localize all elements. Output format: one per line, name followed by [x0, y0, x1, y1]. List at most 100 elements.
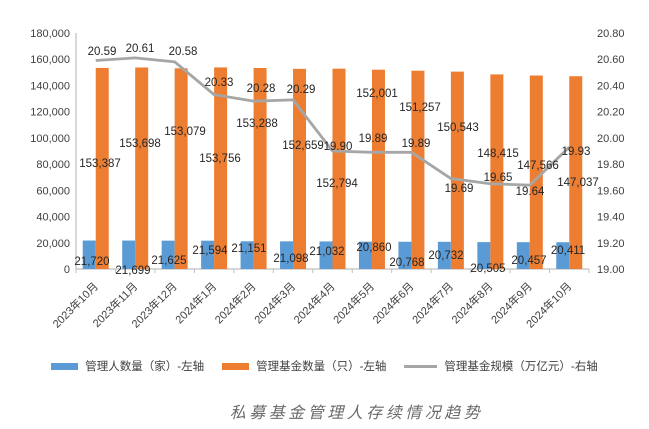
manager-count-bar: [358, 241, 372, 269]
data-label: 153,387: [79, 158, 121, 170]
category-label: 2024年7月: [409, 279, 456, 326]
data-label: 20.29: [287, 84, 316, 96]
fund-count-bar: [411, 70, 425, 269]
left-axis-tick-label: 160,000: [30, 54, 70, 66]
legend-swatch-manager-count: [51, 362, 79, 370]
data-label: 21,098: [273, 253, 308, 265]
fund-count-bar: [332, 68, 346, 269]
right-axis-tick-label: 19.00: [597, 264, 625, 276]
right-axis-tick-label: 20.00: [597, 133, 625, 145]
legend-item-fund-scale: 管理基金规模（万亿元）-右轴: [404, 358, 598, 374]
category-label: 2024年6月: [369, 279, 416, 326]
manager-count-bar: [161, 240, 175, 269]
right-axis-tick-label: 20.80: [597, 28, 625, 40]
data-label: 21,594: [192, 245, 228, 257]
data-label: 19.64: [516, 186, 545, 198]
data-label: 151,257: [399, 102, 441, 114]
data-label: 153,756: [199, 153, 241, 165]
fund-count-bar: [214, 67, 228, 269]
manager-count-bar: [280, 241, 294, 269]
left-axis-tick-label: 40,000: [36, 212, 70, 224]
chart-legend: 管理人数量（家）-左轴 管理基金数量（只）-左轴 管理基金规模（万亿元）-右轴: [0, 358, 649, 374]
category-label: 2024年3月: [251, 279, 298, 326]
manager-count-bar: [82, 240, 96, 269]
data-label: 19.69: [445, 183, 474, 195]
right-axis-tick-label: 19.40: [597, 212, 625, 224]
data-label: 19.89: [402, 138, 431, 150]
manager-count-bar: [437, 241, 451, 269]
legend-swatch-fund-count: [222, 362, 250, 370]
fund-count-bar: [450, 71, 464, 269]
data-label: 153,288: [236, 118, 278, 130]
fund-count-bar: [529, 75, 543, 270]
data-label: 152,659: [282, 140, 324, 152]
legend-swatch-fund-scale: [404, 364, 438, 368]
left-axis-tick-label: 20,000: [36, 238, 70, 250]
fund-count-bar: [371, 69, 385, 269]
manager-count-bar: [398, 241, 412, 269]
category-label: 2024年4月: [291, 279, 338, 326]
data-label: 20,457: [511, 255, 546, 267]
legend-item-manager-count: 管理人数量（家）-左轴: [51, 358, 204, 374]
data-label: 21,720: [74, 256, 109, 268]
chart-title: 私募基金管理人存续情况趋势: [229, 405, 484, 422]
manager-count-bar: [122, 240, 136, 269]
data-label: 148,415: [477, 148, 519, 160]
data-label: 153,079: [164, 126, 206, 138]
data-label: 19.89: [359, 133, 388, 145]
manager-count-bar: [240, 241, 254, 269]
manager-count-bar: [319, 241, 333, 269]
right-axis-tick-label: 20.60: [597, 54, 625, 66]
left-axis-tick-label: 100,000: [30, 133, 70, 145]
category-label: 2024年8月: [448, 279, 495, 326]
fund-count-bar: [253, 68, 267, 269]
fund-count-bar: [174, 68, 188, 270]
data-label: 20.59: [88, 46, 117, 58]
data-label: 20,860: [356, 242, 391, 254]
fund-count-bar: [135, 67, 149, 269]
data-label: 21,699: [115, 265, 150, 277]
data-label: 21,032: [309, 246, 344, 258]
manager-count-bar: [477, 242, 491, 269]
data-label: 152,001: [356, 88, 398, 100]
right-axis-tick-label: 20.40: [597, 80, 625, 92]
legend-label-fund-scale: 管理基金规模（万亿元）-右轴: [444, 361, 598, 373]
right-axis-tick-label: 19.60: [597, 185, 625, 197]
data-label: 20,411: [551, 245, 585, 257]
right-axis-tick-label: 19.20: [597, 238, 625, 250]
data-label: 20,505: [470, 263, 505, 275]
data-label: 19.93: [562, 146, 591, 158]
fund-count-bar: [95, 67, 109, 269]
data-label: 20,732: [428, 250, 463, 262]
left-axis-tick-label: 80,000: [36, 159, 70, 171]
legend-item-fund-count: 管理基金数量（只）-左轴: [222, 358, 386, 374]
category-label: 2024年1月: [172, 279, 219, 326]
data-label: 147,566: [517, 160, 559, 172]
data-label: 19.65: [484, 172, 513, 184]
left-axis-tick-label: 0: [64, 264, 70, 276]
manager-count-bar: [556, 242, 570, 269]
manager-count-bar: [516, 242, 530, 269]
left-axis-tick-label: 140,000: [30, 80, 70, 92]
fund-count-bar: [293, 68, 307, 269]
left-axis-tick-label: 180,000: [30, 28, 70, 40]
data-label: 20.28: [247, 83, 276, 95]
right-axis-tick-label: 20.20: [597, 107, 625, 119]
category-label: 2024年2月: [212, 279, 259, 326]
fund-count-bar: [490, 74, 504, 270]
data-label: 20.61: [126, 43, 155, 55]
data-label: 20,768: [389, 257, 424, 269]
data-label: 19.90: [324, 141, 353, 153]
fund-count-bar: [569, 76, 583, 269]
data-label: 147,037: [557, 177, 599, 189]
category-label: 2024年5月: [330, 279, 377, 326]
scale-line: [95, 56, 571, 187]
left-axis-tick-label: 120,000: [30, 107, 70, 119]
legend-label-manager-count: 管理人数量（家）-左轴: [85, 361, 205, 373]
left-axis-tick-label: 60,000: [36, 185, 70, 197]
data-label: 20.33: [205, 77, 234, 89]
data-label: 21,625: [151, 255, 186, 267]
data-label: 150,543: [437, 122, 479, 134]
